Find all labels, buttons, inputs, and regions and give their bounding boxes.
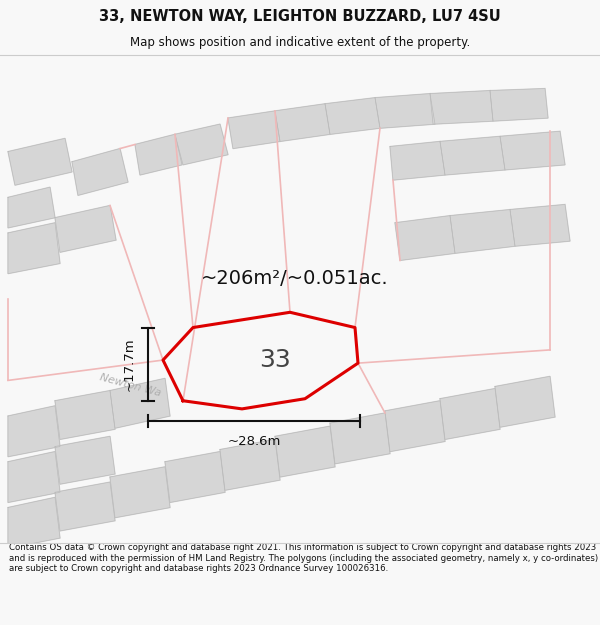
Polygon shape [325, 98, 380, 134]
Text: 33: 33 [259, 348, 291, 372]
Polygon shape [495, 376, 555, 428]
Polygon shape [440, 136, 505, 175]
Polygon shape [375, 94, 435, 128]
Text: Map shows position and indicative extent of the property.: Map shows position and indicative extent… [130, 36, 470, 49]
Text: Newton Wa: Newton Wa [98, 372, 162, 399]
Polygon shape [55, 206, 116, 252]
Polygon shape [165, 452, 225, 503]
Polygon shape [8, 138, 72, 185]
Polygon shape [110, 378, 170, 428]
Text: ~17.7m: ~17.7m [123, 338, 136, 391]
Text: 33, NEWTON WAY, LEIGHTON BUZZARD, LU7 4SU: 33, NEWTON WAY, LEIGHTON BUZZARD, LU7 4S… [99, 9, 501, 24]
Polygon shape [55, 436, 115, 484]
Polygon shape [330, 413, 390, 464]
Polygon shape [390, 141, 445, 180]
Polygon shape [110, 467, 170, 518]
Polygon shape [72, 149, 128, 196]
Polygon shape [8, 406, 60, 457]
Polygon shape [385, 401, 445, 452]
Polygon shape [430, 91, 493, 124]
Polygon shape [395, 216, 455, 261]
Polygon shape [450, 209, 515, 253]
Text: ~28.6m: ~28.6m [227, 436, 281, 448]
Polygon shape [55, 482, 115, 531]
Polygon shape [275, 104, 330, 141]
Polygon shape [55, 391, 115, 439]
Text: ~206m²/~0.051ac.: ~206m²/~0.051ac. [201, 269, 389, 288]
Polygon shape [275, 426, 335, 477]
Polygon shape [228, 111, 280, 149]
Polygon shape [135, 134, 182, 175]
Polygon shape [220, 439, 280, 490]
Polygon shape [8, 188, 55, 228]
Polygon shape [500, 131, 565, 170]
Polygon shape [8, 222, 60, 274]
Polygon shape [490, 89, 548, 121]
Text: Contains OS data © Crown copyright and database right 2021. This information is : Contains OS data © Crown copyright and d… [9, 543, 598, 573]
Polygon shape [440, 389, 500, 439]
Polygon shape [8, 452, 60, 503]
Polygon shape [8, 498, 60, 548]
Polygon shape [510, 204, 570, 246]
Polygon shape [175, 124, 228, 165]
